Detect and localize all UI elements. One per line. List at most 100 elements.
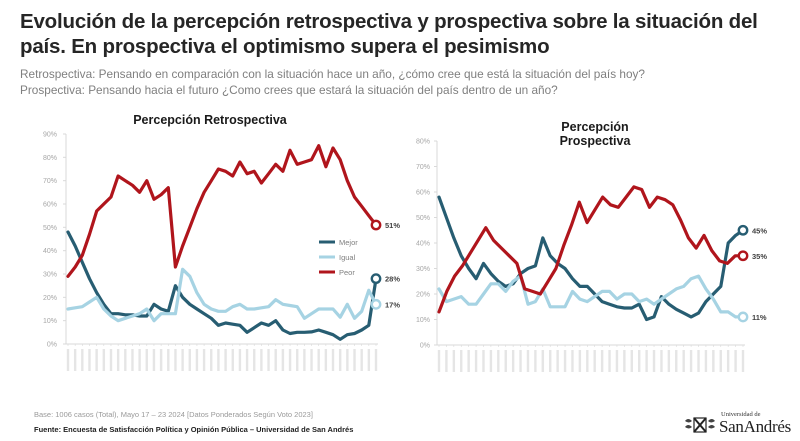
x-tick-label-pros <box>549 350 552 372</box>
footer-source: Fuente: Encuesta de Satisfacción Polític… <box>34 425 354 434</box>
x-tick-label-retro <box>124 349 127 371</box>
end-marker-igual-retro <box>370 298 382 310</box>
x-tick-label-pros <box>660 350 663 372</box>
x-tick-label-pros <box>504 350 507 372</box>
x-tick-label-retro <box>238 349 242 371</box>
end-label-peor-pros: 35% <box>752 252 767 261</box>
series-line-peor-retro <box>66 144 378 278</box>
x-tick-label-retro <box>274 349 277 371</box>
x-tick-label-retro <box>331 349 335 371</box>
x-tick-label-pros <box>497 350 500 372</box>
end-marker-mejor-pros <box>737 224 749 236</box>
x-tick-label-retro <box>253 349 256 371</box>
x-tick-label-pros <box>712 350 715 372</box>
x-tick-label-retro <box>174 349 177 371</box>
series-line-igual-retro <box>66 267 378 323</box>
x-tick-label-pros <box>623 350 626 372</box>
x-tick-label-retro <box>353 349 356 371</box>
x-tick-label-retro <box>303 349 306 371</box>
x-tick-label-pros <box>726 350 730 372</box>
subtitle-prospectiva: Prospectiva: Pensando hacia el futuro ¿C… <box>20 83 558 97</box>
x-tick-label-pros <box>563 350 567 372</box>
x-tick-label-pros <box>571 350 574 372</box>
y-tick-label-pros: 80% <box>416 139 430 146</box>
x-tick-label-pros <box>675 350 678 372</box>
x-tick-label-pros <box>593 350 596 372</box>
series-line-peor-pros <box>437 185 745 314</box>
x-tick-label-pros <box>526 350 530 372</box>
x-tick-label-pros <box>437 350 441 372</box>
end-label-mejor-pros: 45% <box>752 226 767 235</box>
x-tick-label-retro <box>338 349 342 371</box>
x-tick-label-retro <box>138 349 141 371</box>
legend-label-igual: Igual <box>339 253 356 262</box>
x-tick-label-pros <box>452 350 456 372</box>
x-tick-label-pros <box>652 350 656 372</box>
x-tick-label-pros <box>578 350 582 372</box>
x-tick-label-pros <box>734 350 737 372</box>
x-tick-label-pros <box>460 350 463 372</box>
x-tick-label-retro <box>116 349 120 371</box>
y-tick-label-pros: 0% <box>420 343 430 350</box>
series-line-igual-pros <box>437 274 745 319</box>
y-tick-label-retro: 60% <box>43 202 57 209</box>
x-tick-label-retro <box>324 349 328 371</box>
end-label-mejor-retro: 28% <box>385 275 400 284</box>
x-tick-label-retro <box>202 349 206 371</box>
x-tick-label-pros <box>541 350 545 372</box>
y-tick-label-retro: 0% <box>47 342 57 349</box>
x-tick-label-retro <box>152 349 156 371</box>
x-tick-label-retro <box>102 349 106 371</box>
x-tick-label-pros <box>630 350 633 372</box>
y-tick-label-pros: 20% <box>416 292 430 299</box>
x-tick-label-pros <box>689 350 693 372</box>
series-line-mejor-pros <box>437 195 745 322</box>
x-tick-label-retro <box>288 349 292 371</box>
x-tick-label-retro <box>88 349 91 371</box>
x-tick-label-retro <box>159 349 163 371</box>
chart-title-prospectiva: Percepción Prospectiva <box>559 120 631 148</box>
x-tick-label-retro <box>346 349 349 371</box>
x-tick-label-retro <box>374 349 378 371</box>
y-tick-label-pros: 60% <box>416 190 430 197</box>
x-tick-label-pros <box>489 350 493 372</box>
crest-icon <box>685 417 715 433</box>
y-tick-label-retro: 80% <box>43 155 57 162</box>
x-tick-label-retro <box>317 349 320 371</box>
x-tick-label-pros <box>608 350 611 372</box>
x-tick-label-retro <box>188 349 191 371</box>
y-tick-label-retro: 70% <box>43 178 57 185</box>
y-tick-label-retro: 40% <box>43 248 57 255</box>
x-tick-label-pros <box>667 350 671 372</box>
x-tick-label-pros <box>600 350 604 372</box>
end-marker-peor-retro <box>370 219 382 231</box>
y-tick-label-retro: 10% <box>43 318 57 325</box>
end-label-igual-retro: 17% <box>385 300 400 309</box>
y-tick-label-pros: 70% <box>416 164 430 171</box>
x-tick-label-retro <box>167 349 170 371</box>
x-tick-label-retro <box>81 349 84 371</box>
x-tick-label-pros <box>697 350 700 372</box>
x-tick-label-pros <box>637 350 641 372</box>
x-tick-label-retro <box>267 349 270 371</box>
footer-base-note: Base: 1006 casos (Total), Mayo 17 – 23 2… <box>34 410 313 419</box>
end-marker-mejor-retro <box>370 273 382 285</box>
x-tick-label-pros <box>741 350 745 372</box>
y-tick-label-pros: 10% <box>416 317 430 324</box>
x-tick-label-pros <box>586 350 589 372</box>
x-tick-label-pros <box>482 350 485 372</box>
x-tick-label-retro <box>231 349 234 371</box>
end-label-igual-pros: 11% <box>752 313 767 322</box>
x-tick-label-pros <box>682 350 685 372</box>
x-tick-label-pros <box>704 350 708 372</box>
subtitle-retrospectiva: Retrospectiva: Pensando en comparación c… <box>20 67 645 81</box>
y-tick-label-retro: 90% <box>43 132 57 139</box>
x-tick-label-pros <box>467 350 470 372</box>
legend-label-mejor: Mejor <box>339 238 358 247</box>
x-tick-label-pros <box>556 350 559 372</box>
legend-label-peor: Peor <box>339 268 355 277</box>
x-tick-label-retro <box>296 349 299 371</box>
y-tick-label-retro: 30% <box>43 272 57 279</box>
x-tick-label-retro <box>195 349 199 371</box>
x-tick-label-retro <box>367 349 371 371</box>
